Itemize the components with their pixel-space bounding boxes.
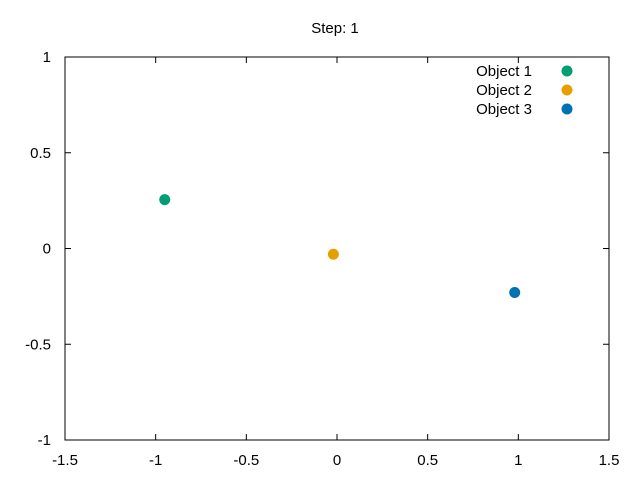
x-tick-label: -1.5 [52, 452, 78, 469]
y-tick-label: 0.5 [30, 145, 51, 162]
x-axis: -1.5 -1 -0.5 0 0.5 1 1.5 [52, 57, 619, 469]
legend-marker [561, 103, 573, 115]
data-point [327, 248, 339, 260]
data-points [159, 194, 521, 299]
y-axis: -1 -0.5 0 0.5 1 [25, 49, 609, 449]
x-tick-label: -0.5 [233, 452, 259, 469]
legend-marker [561, 84, 573, 96]
y-tick-label: 1 [43, 49, 51, 66]
y-tick-label: -0.5 [25, 336, 51, 353]
x-tick-label: 1 [514, 452, 522, 469]
y-tick-label: 0 [43, 241, 51, 258]
data-point [159, 194, 171, 206]
legend-label: Object 1 [476, 63, 532, 80]
y-tick-label: -1 [38, 432, 51, 449]
legend: Object 1 Object 2 Object 3 [476, 63, 573, 118]
chart-title: Step: 1 [311, 20, 359, 37]
x-tick-label: 1.5 [599, 452, 620, 469]
legend-label: Object 3 [476, 101, 532, 118]
x-tick-label: 0.5 [417, 452, 438, 469]
data-point [509, 287, 521, 299]
legend-marker [561, 65, 573, 77]
x-tick-label: 0 [333, 452, 341, 469]
x-tick-label: -1 [149, 452, 162, 469]
legend-label: Object 2 [476, 82, 532, 99]
